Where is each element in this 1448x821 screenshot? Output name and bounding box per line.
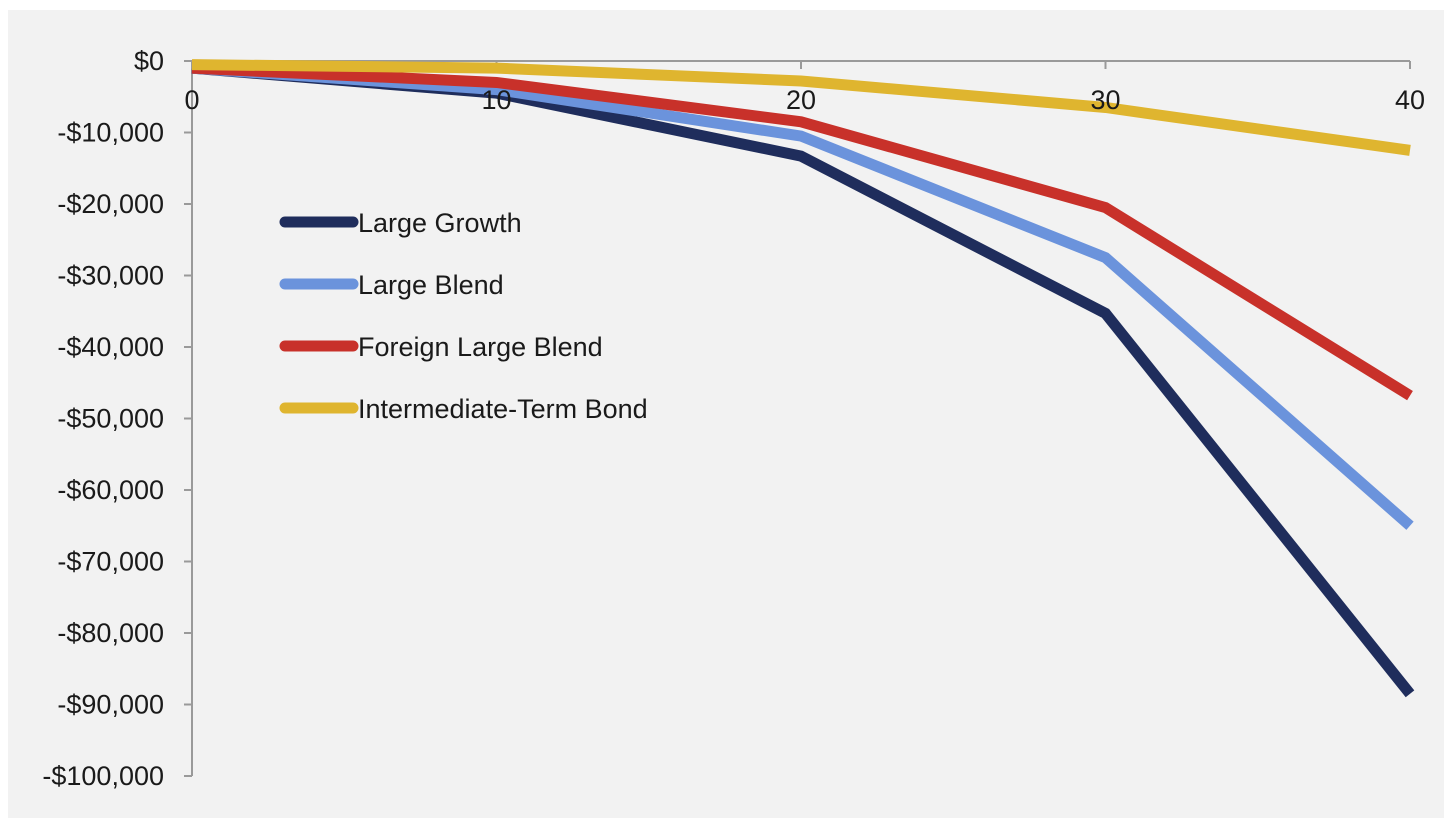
y-tick-label: -$70,000 (57, 547, 164, 577)
y-tick-label: -$80,000 (57, 618, 164, 648)
series-line-large-growth (191, 62, 1415, 698)
x-tick-label: 40 (1395, 85, 1425, 115)
legend-label: Large Blend (358, 270, 504, 300)
legend-label: Large Growth (358, 208, 522, 238)
legend-label: Intermediate-Term Bond (358, 394, 648, 424)
x-tick-label: 20 (786, 85, 816, 115)
y-tick-label: -$50,000 (57, 404, 164, 434)
tick-labels: $0 -$10,000 -$20,000 -$30,000 -$40,000 -$50,0… (42, 46, 1425, 791)
y-tick-label: -$20,000 (57, 189, 164, 219)
x-tick-label: 0 (184, 85, 199, 115)
y-tick-label: -$10,000 (57, 118, 164, 148)
y-tick-label: -$30,000 (57, 261, 164, 291)
x-tick-label: 10 (481, 85, 511, 115)
series-line-intermediate-term-bond (191, 59, 1411, 156)
x-tick-label: 30 (1090, 85, 1120, 115)
legend-label: Foreign Large Blend (358, 332, 603, 362)
legend: Large Growth Large Blend Foreign Large Ble… (279, 208, 648, 424)
series-line-foreign-large-blend (191, 62, 1413, 401)
y-tick-label: -$90,000 (57, 690, 164, 720)
y-tick-label: -$100,000 (42, 761, 164, 791)
y-tick-label: $0 (134, 46, 164, 76)
y-tick-label: -$40,000 (57, 332, 164, 362)
y-tick-label: -$60,000 (57, 475, 164, 505)
series-layer (191, 59, 1415, 698)
axes (184, 60, 1411, 777)
